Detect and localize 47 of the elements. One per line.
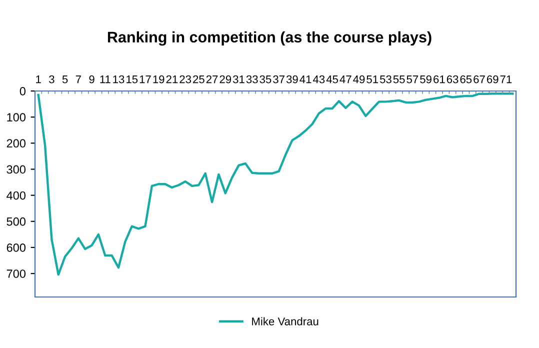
x-tick-label: 25 <box>193 75 204 84</box>
x-tick-label: 13 <box>113 75 124 84</box>
x-tick-label: 55 <box>393 75 405 84</box>
y-tick-label: 0 <box>20 87 26 96</box>
x-tick-label: 39 <box>286 75 298 84</box>
x-tick-label: 19 <box>153 75 164 84</box>
x-tick-label: 47 <box>340 75 352 84</box>
x-tick-label: 15 <box>126 75 138 84</box>
legend-label: Mike Vandrau <box>252 317 318 326</box>
x-tick-label: 43 <box>313 75 325 84</box>
x-tick-label: 7 <box>76 75 81 84</box>
x-tick-label: 21 <box>166 75 178 84</box>
x-tick-label: 71 <box>500 75 512 84</box>
x-tick-label: 9 <box>89 75 94 84</box>
x-tick-label: 63 <box>446 75 458 84</box>
x-tick-label: 17 <box>140 75 151 84</box>
x-tick-label: 65 <box>460 75 472 84</box>
x-tick-label: 41 <box>300 75 312 84</box>
y-tick-label: 100 <box>7 113 26 122</box>
x-tick-label: 61 <box>434 75 445 84</box>
line-series <box>37 92 514 276</box>
y-tick-label: 300 <box>6 165 26 174</box>
x-tick-label: 11 <box>100 75 110 84</box>
x-tick-label: 1 <box>36 75 41 84</box>
x-tick-label: 33 <box>246 75 258 84</box>
x-tick-label: 3 <box>49 75 54 84</box>
x-tick-label: 37 <box>273 75 284 84</box>
x-tick-label: 23 <box>180 75 192 84</box>
x-tick-label: 27 <box>206 75 218 84</box>
x-tick-label: 5 <box>62 75 68 84</box>
y-tick-label: 200 <box>6 139 26 148</box>
chart-title: Ranking in competition (as the course plays) <box>108 31 432 46</box>
x-tick-label: 31 <box>233 75 244 84</box>
x-tick-label: 29 <box>220 75 232 84</box>
x-tick-label: 45 <box>326 75 338 84</box>
x-tick-label: 49 <box>353 75 365 84</box>
y-tick-label: 600 <box>6 243 26 252</box>
x-tick-label: 35 <box>260 75 272 84</box>
x-tick-label: 53 <box>380 75 392 84</box>
x-tick-label: 59 <box>420 75 432 84</box>
y-tick-label: 400 <box>6 191 26 200</box>
x-tick-label: 69 <box>487 75 498 84</box>
x-tick-label: 57 <box>406 75 418 84</box>
y-tick-label: 700 <box>6 270 26 278</box>
x-tick-label: 67 <box>474 75 485 84</box>
y-tick-label: 500 <box>6 217 26 226</box>
x-tick-label: 51 <box>366 75 378 84</box>
